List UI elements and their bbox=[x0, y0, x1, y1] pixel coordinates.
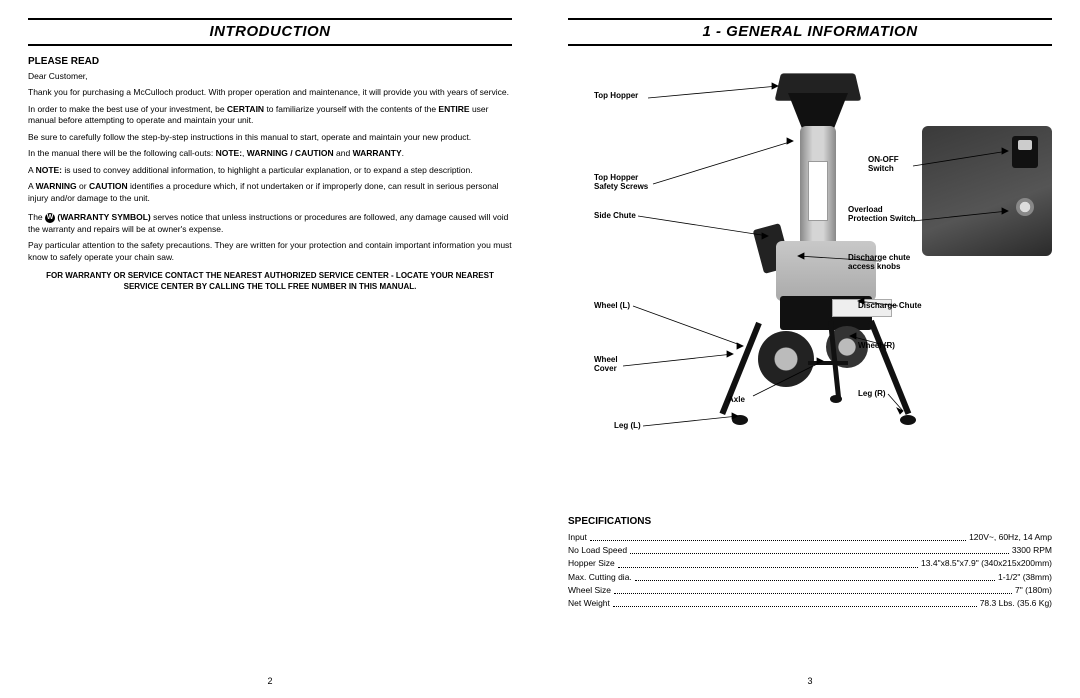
please-read-heading: PLEASE READ bbox=[28, 56, 512, 67]
p2c: to familiarize yourself with the content… bbox=[264, 104, 438, 114]
warranty-icon: W bbox=[45, 213, 55, 223]
intro-p3: Be sure to carefully follow the step-by-… bbox=[28, 132, 512, 143]
page-right: 1 - GENERAL INFORMATION bbox=[540, 0, 1080, 698]
on-off-switch-shape bbox=[1012, 136, 1038, 168]
product-illustration bbox=[708, 71, 908, 426]
spec-row: Wheel Size 7" (180m) bbox=[568, 584, 1052, 597]
p6b: WARNING bbox=[36, 181, 77, 191]
p2d: ENTIRE bbox=[438, 104, 469, 114]
spec-row: Net Weight 78.3 Lbs. (35.6 Kg) bbox=[568, 597, 1052, 610]
spec-row: No Load Speed 3300 RPM bbox=[568, 544, 1052, 557]
spec-dots bbox=[635, 571, 995, 581]
service-note-2: SERVICE CENTER BY CALLING THE TOLL FREE … bbox=[28, 282, 512, 293]
spec-label: No Load Speed bbox=[568, 544, 627, 557]
label-wheel-cover-2: Cover bbox=[594, 365, 618, 374]
body-sticker bbox=[808, 161, 828, 221]
p5b: NOTE: bbox=[36, 165, 62, 175]
page-number-right: 3 bbox=[807, 676, 812, 686]
p4f: WARRANTY bbox=[353, 148, 402, 158]
spec-value: 7" (180m) bbox=[1015, 584, 1052, 597]
label-side-chute: Side Chute bbox=[594, 212, 636, 221]
intro-p7: The W (WARRANTY SYMBOL) serves notice th… bbox=[28, 212, 512, 235]
p4e: and bbox=[334, 148, 353, 158]
label-discharge-knobs-2: access knobs bbox=[848, 263, 910, 272]
overload-switch-shape bbox=[1016, 198, 1034, 216]
spec-value: 13.4"x8.5"x7.9" (340x215x200mm) bbox=[921, 557, 1052, 570]
spec-row: Hopper Size 13.4"x8.5"x7.9" (340x215x200m… bbox=[568, 557, 1052, 570]
wheel-left-shape bbox=[758, 331, 814, 387]
label-on-off-2: Switch bbox=[868, 165, 899, 174]
spec-row: Max. Cutting dia. 1-1/2" (38mm) bbox=[568, 571, 1052, 584]
p6c: or bbox=[77, 181, 89, 191]
p5a: A bbox=[28, 165, 36, 175]
intro-p8: Pay particular attention to the safety p… bbox=[28, 240, 512, 263]
axle-shape bbox=[808, 361, 848, 365]
p4d: WARNING / CAUTION bbox=[247, 148, 334, 158]
specs-heading: SPECIFICATIONS bbox=[568, 516, 1052, 527]
p2a: In order to make the best use of your in… bbox=[28, 104, 227, 114]
label-discharge-chute: Discharge Chute bbox=[858, 302, 922, 311]
service-note-1: FOR WARRANTY OR SERVICE CONTACT THE NEAR… bbox=[28, 271, 512, 282]
foot-right bbox=[900, 415, 916, 425]
p5c: is used to convey additional information… bbox=[62, 165, 473, 175]
intro-p6: A WARNING or CAUTION identifies a proced… bbox=[28, 181, 512, 204]
spec-label: Input bbox=[568, 531, 587, 544]
p7c: (WARRANTY SYMBOL) bbox=[55, 212, 151, 222]
spec-label: Net Weight bbox=[568, 597, 610, 610]
label-wheel-r: Wheel (R) bbox=[858, 342, 895, 351]
spec-dots bbox=[630, 544, 1009, 554]
intro-p2: In order to make the best use of your in… bbox=[28, 104, 512, 127]
label-safety-screws-2: Safety Screws bbox=[594, 183, 648, 192]
spec-dots bbox=[614, 584, 1012, 594]
spec-row: Input 120V~, 60Hz, 14 Amp bbox=[568, 531, 1052, 544]
spec-label: Hopper Size bbox=[568, 557, 615, 570]
foot-left bbox=[732, 415, 748, 425]
intro-p4: In the manual there will be the followin… bbox=[28, 148, 512, 159]
label-leg-l: Leg (L) bbox=[614, 422, 641, 431]
intro-p5: A NOTE: is used to convey additional inf… bbox=[28, 165, 512, 176]
spec-label: Wheel Size bbox=[568, 584, 611, 597]
label-leg-r: Leg (R) bbox=[858, 390, 886, 399]
spec-dots bbox=[590, 531, 966, 541]
spec-value: 1-1/2" (38mm) bbox=[998, 571, 1052, 584]
service-note: FOR WARRANTY OR SERVICE CONTACT THE NEAR… bbox=[28, 271, 512, 293]
label-overload-2: Protection Switch bbox=[848, 215, 916, 224]
label-wheel-l: Wheel (L) bbox=[594, 302, 630, 311]
p6d: CAUTION bbox=[89, 181, 128, 191]
specs-table: Input 120V~, 60Hz, 14 Amp No Load Speed 330… bbox=[568, 531, 1052, 610]
spec-value: 78.3 Lbs. (35.6 Kg) bbox=[980, 597, 1052, 610]
spec-dots bbox=[618, 557, 918, 567]
general-info-header: 1 - GENERAL INFORMATION bbox=[568, 18, 1052, 46]
label-axle: Axle bbox=[728, 396, 745, 405]
spec-value: 3300 RPM bbox=[1012, 544, 1052, 557]
dear-customer: Dear Customer, bbox=[28, 71, 512, 82]
spec-value: 120V~, 60Hz, 14 Amp bbox=[969, 531, 1052, 544]
intro-p1: Thank you for purchasing a McCulloch pro… bbox=[28, 87, 512, 98]
intro-title: INTRODUCTION bbox=[210, 23, 331, 40]
p6a: A bbox=[28, 181, 36, 191]
intro-header: INTRODUCTION bbox=[28, 18, 512, 46]
spec-label: Max. Cutting dia. bbox=[568, 571, 632, 584]
label-top-hopper: Top Hopper bbox=[594, 92, 638, 101]
p4a: In the manual there will be the followin… bbox=[28, 148, 216, 158]
p4g: . bbox=[402, 148, 404, 158]
label-wheel-cover: Wheel Cover bbox=[594, 356, 618, 374]
label-overload: Overload Protection Switch bbox=[848, 206, 916, 224]
leg-right-shape bbox=[868, 320, 911, 415]
switch-panel bbox=[922, 126, 1052, 256]
foot-back bbox=[830, 395, 842, 403]
page-number-left: 2 bbox=[267, 676, 272, 686]
p4b: NOTE: bbox=[216, 148, 242, 158]
label-discharge-knobs: Discharge chute access knobs bbox=[848, 254, 910, 272]
label-on-off: ON-OFF Switch bbox=[868, 156, 899, 174]
spec-dots bbox=[613, 597, 977, 607]
page-left: INTRODUCTION PLEASE READ Dear Customer, … bbox=[0, 0, 540, 698]
label-safety-screws: Top Hopper Safety Screws bbox=[594, 174, 648, 192]
p7a: The bbox=[28, 212, 45, 222]
p2b: CERTAIN bbox=[227, 104, 264, 114]
product-diagram: Top Hopper Top Hopper Safety Screws Side… bbox=[568, 56, 1052, 446]
general-info-title: 1 - GENERAL INFORMATION bbox=[702, 23, 917, 40]
